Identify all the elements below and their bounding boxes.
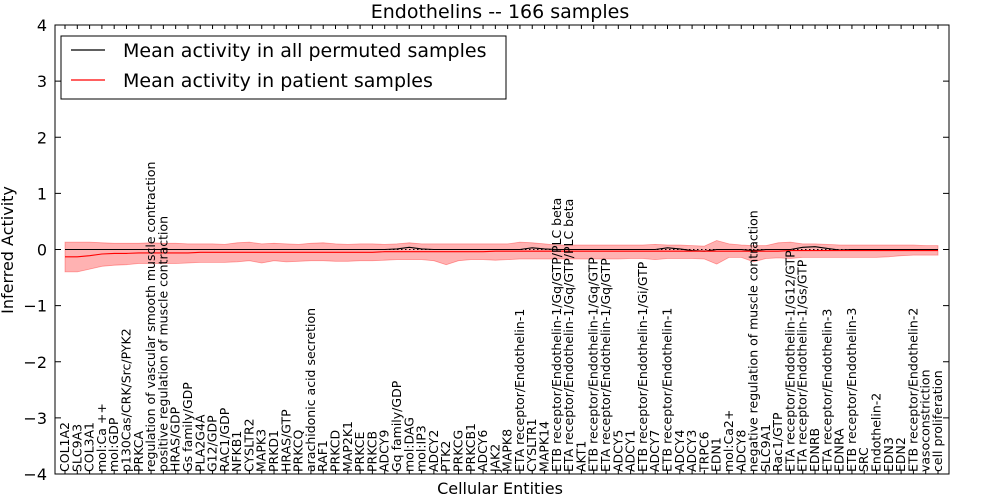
y-tick-label: −4 <box>23 465 47 484</box>
x-tick-label: SRC <box>856 447 871 472</box>
x-tick-label: EDNRA <box>832 428 847 472</box>
x-tick-label: ADCY4 <box>672 430 687 472</box>
x-tick-label: PLA2G4A <box>192 414 207 472</box>
x-tick-label: ETB receptor/Endothelin-1/Gq/GTP/PLC bet… <box>549 198 564 472</box>
legend-label-patient: Mean activity in patient samples <box>123 70 433 92</box>
x-tick-label: EDN3 <box>881 437 896 472</box>
x-tick-label: vasoconstriction <box>918 369 933 472</box>
x-tick-label: ETA receptor/Endothelin-1/Gq/GTP <box>598 258 613 472</box>
x-tick-label: mol:IP3 <box>414 425 429 472</box>
x-tick-label: NFKB1 <box>229 431 244 472</box>
x-tick-label: SLC9A1 <box>758 424 773 472</box>
y-axis-ticks: −4 −3 −2 −1 0 1 2 3 4 <box>23 16 949 484</box>
x-tick-label: negative regulation of muscle contractio… <box>746 210 761 472</box>
x-tick-label: regulation of vascular smooth muscle con… <box>143 162 158 472</box>
x-tick-label: ADCY7 <box>647 430 662 472</box>
y-tick-label: 2 <box>37 128 47 147</box>
x-tick-label: JAK2 <box>487 444 502 473</box>
series-line-1 <box>65 250 938 258</box>
x-tick-label: ETB receptor/Endothelin-2 <box>905 308 920 472</box>
x-tick-label: mol:Ca2+ <box>721 410 736 472</box>
x-tick-label: PRKD1 <box>266 430 281 472</box>
y-tick-label: 3 <box>37 72 47 91</box>
y-tick-label: 0 <box>37 241 47 260</box>
legend-label-permuted: Mean activity in all permuted samples <box>123 40 486 62</box>
x-tick-label: ETB receptor/Endothelin-1 <box>660 308 675 472</box>
x-tick-label: ETB receptor/Endothelin-3 <box>844 308 859 472</box>
y-tick-label: 4 <box>37 16 47 35</box>
x-tick-label: p130Cas/CRK/Src/PYK2 <box>119 328 134 472</box>
legend: Mean activity in all permuted samples Me… <box>60 35 507 100</box>
x-axis-label: Cellular Entities <box>437 479 563 498</box>
y-tick-label: −3 <box>23 409 47 428</box>
x-tick-label: Endothelin-2 <box>869 393 884 472</box>
x-tick-label: Gs family/GDP <box>180 382 195 472</box>
x-tick-label: arachidonic acid secretion <box>303 308 318 472</box>
x-tick-label: Rac1/GTP <box>770 412 785 472</box>
x-tick-label: MAPK3 <box>254 429 269 472</box>
x-tick-label: AKT1 <box>573 441 588 472</box>
x-tick-label: ADCY3 <box>684 430 699 472</box>
x-tick-label: CYSLTR1 <box>524 418 539 472</box>
x-tick-label: PRKCQ <box>291 430 306 472</box>
x-tick-label: MAP2K1 <box>340 421 355 472</box>
x-tick-label: MAPK8 <box>500 429 515 472</box>
x-tick-label: CYSLTR2 <box>241 418 256 472</box>
y-axis-label: Inferred Activity <box>0 186 17 314</box>
x-tick-label: PRKCE <box>352 432 367 472</box>
x-tick-label: ADCY1 <box>623 430 638 472</box>
x-tick-label: EDN2 <box>893 437 908 472</box>
x-tick-label: mol:GDP <box>106 417 121 472</box>
confidence-band-layer <box>64 240 939 273</box>
x-tick-label: PRKCB <box>364 431 379 472</box>
x-tick-label: HRAS/GTP <box>278 409 293 472</box>
x-tick-label: mol:DAG <box>401 417 416 472</box>
legend-box <box>60 35 507 100</box>
x-tick-label: EDN1 <box>709 437 724 472</box>
x-tick-label: positive regulation of muscle contractio… <box>155 216 170 472</box>
x-tick-label: mol:Ca ++ <box>94 403 109 472</box>
x-tick-label: ADCY5 <box>610 430 625 472</box>
x-tick-label: PTK2 <box>438 441 453 472</box>
x-tick-label: TRPC6 <box>696 431 711 473</box>
x-tick-label: cell proliferation <box>930 370 945 472</box>
x-tick-label: ETA receptor/Endothelin-1 <box>512 309 527 472</box>
x-tick-label: ADCY8 <box>733 430 748 472</box>
x-tick-label: SLC9A3 <box>69 424 84 472</box>
y-tick-label: 1 <box>37 184 47 203</box>
x-tick-label: PRKCG <box>451 430 466 472</box>
x-tick-label: ADCY6 <box>475 430 490 472</box>
x-tick-label: ADCY2 <box>426 430 441 472</box>
x-tick-label: ETA receptor/Endothelin-3 <box>819 309 834 472</box>
x-tick-label: ETB receptor/Endothelin-1/Gq/GTP <box>586 257 601 472</box>
confidence-band <box>64 240 939 273</box>
x-tick-label: G12/GDP <box>205 415 220 472</box>
x-tick-label: MAPK14 <box>537 421 552 472</box>
x-tick-label: ADCY9 <box>377 430 392 472</box>
y-tick-label: −2 <box>23 353 47 372</box>
x-tick-label: COL1A2 <box>57 422 72 472</box>
x-tick-label: ETA receptor/Endothelin-1/G12/GTP <box>783 250 798 472</box>
x-tick-label: EDNRB <box>807 428 822 472</box>
y-tick-label: −1 <box>23 297 47 316</box>
series-layer <box>65 246 938 258</box>
x-tick-label: PRKCB1 <box>463 423 478 472</box>
x-tick-label: ETB receptor/Endothelin-1/Gi/GTP <box>635 261 650 472</box>
x-tick-label: RAC1/GDP <box>217 407 232 472</box>
x-tick-label: ETA receptor/Endothelin-1/Gq/GTP/PLC bet… <box>561 199 576 472</box>
x-tick-label: COL3A1 <box>82 422 97 472</box>
x-tick-label: RAF1 <box>315 440 330 472</box>
x-tick-label: ETA receptor/Endothelin-1/Gs/GTP <box>795 259 810 472</box>
x-tick-label: HRAS/GDP <box>168 406 183 472</box>
chart-title: Endothelins -- 166 samples <box>371 1 630 23</box>
x-tick-label: PRKCA <box>131 431 146 472</box>
x-tick-label: Gq family/GDP <box>389 380 404 472</box>
x-tick-label: PRKCD <box>328 430 343 472</box>
